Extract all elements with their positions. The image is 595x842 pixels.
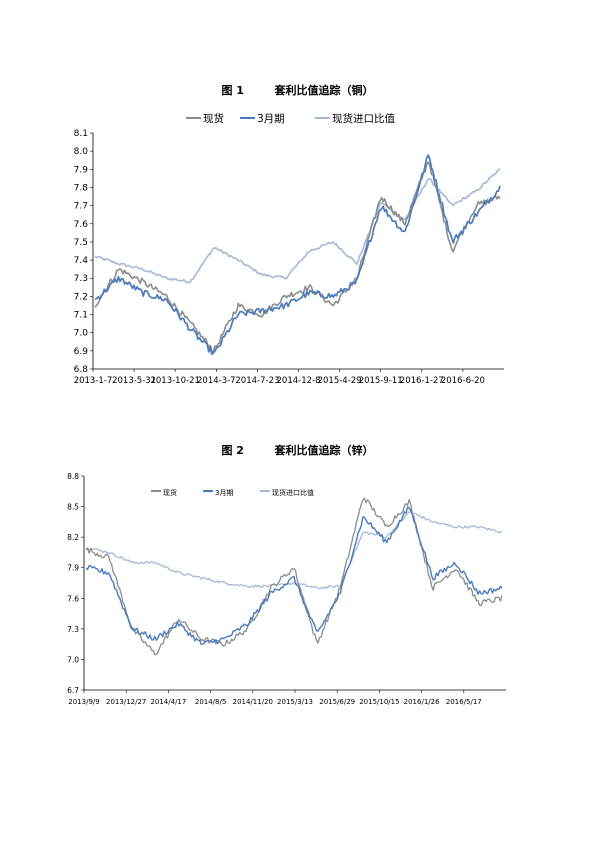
chart2-y-tick-label: 7.3 (67, 625, 79, 634)
chart1-y-tick-label: 7.9 (74, 165, 89, 175)
chart2-y-tick-label: 8.5 (67, 503, 79, 512)
chart1-series-line-3m (94, 154, 501, 356)
chart2-y-tick-label: 7.0 (67, 655, 79, 664)
chart2-series-line-spot (85, 497, 503, 656)
chart2-y-tick-label: 7.9 (67, 564, 79, 573)
chart1-y-tick-label: 8.0 (74, 147, 89, 157)
chart1-y-tick-label: 6.9 (74, 347, 89, 357)
chart1-y-tick-label: 6.8 (74, 365, 89, 375)
chart1-y-tick-label: 7.0 (74, 329, 89, 339)
chart2-x-tick-label: 2016/1/26 (404, 698, 440, 706)
chart1-x-tick-label: 2013-1-7 (74, 376, 113, 386)
chart2-series-line-3m (85, 506, 503, 646)
chart2-legend-label: 3月期 (215, 489, 233, 497)
chart1-legend-label: 现货进口比值 (332, 112, 395, 125)
chart1-x-tick-label: 2015-9-11 (359, 376, 403, 386)
chart2-legend-label: 现货进口比值 (272, 488, 314, 497)
chart1-x-tick-label: 2013-5-31 (112, 376, 156, 386)
chart2-legend-label: 现货 (163, 488, 177, 497)
chart1-y-tick-label: 7.3 (74, 274, 88, 284)
chart1-x-tick-label: 2014-7-23 (235, 376, 279, 386)
chart2-x-tick-label: 2013/12/27 (106, 698, 146, 706)
chart2-series-line-import (85, 511, 503, 590)
chart1-legend-label: 现货 (203, 112, 224, 125)
chart2-x-tick-label: 2013/9/9 (68, 698, 99, 706)
chart1-x-tick-label: 2014-3-7 (197, 376, 236, 386)
chart1-x-tick-label: 2016-1-27 (400, 376, 444, 386)
chart1-x-tick-label: 2016-6-20 (441, 376, 485, 386)
chart1-legend-label: 3月期 (257, 113, 285, 125)
chart1-y-tick-label: 8.1 (74, 129, 88, 139)
chart2-y-tick-label: 8.2 (67, 533, 79, 542)
chart1-y-tick-label: 7.5 (74, 238, 88, 248)
figure1-title: 图 1 套利比值追踪（铜） (221, 84, 374, 97)
chart2-x-tick-label: 2014/8/5 (195, 698, 226, 706)
chart2-y-tick-label: 6.7 (67, 686, 79, 695)
chart1-series-line-spot (94, 161, 501, 354)
chart1-y-tick-label: 7.2 (74, 292, 88, 302)
chart2-x-tick-label: 2014/11/20 (233, 698, 273, 706)
figure2-title: 图 2 套利比值追踪（锌） (221, 444, 374, 457)
chart2-y-tick-label: 8.8 (67, 472, 79, 481)
chart1-series-line-import (94, 167, 501, 284)
chart2-x-tick-label: 2015/3/13 (277, 698, 313, 706)
chart2-x-tick-label: 2016/5/17 (446, 698, 482, 706)
chart1-x-tick-label: 2013-10-21 (150, 376, 199, 386)
chart1-y-tick-label: 7.6 (74, 220, 89, 230)
chart1-x-tick-label: 2014-12-8 (277, 376, 321, 386)
chart1-y-tick-label: 7.7 (74, 202, 88, 212)
chart2-y-tick-label: 7.6 (67, 594, 79, 603)
chart1-x-tick-label: 2015-4-29 (318, 376, 362, 386)
chart2-x-tick-label: 2015/10/15 (359, 698, 399, 706)
chart1-y-tick-label: 7.4 (74, 256, 89, 266)
chart2-x-tick-label: 2014/4/17 (150, 698, 186, 706)
chart1-y-tick-label: 7.8 (74, 183, 89, 193)
chart2-x-tick-label: 2015/6/29 (319, 698, 355, 706)
chart1-y-tick-label: 7.1 (74, 311, 88, 321)
